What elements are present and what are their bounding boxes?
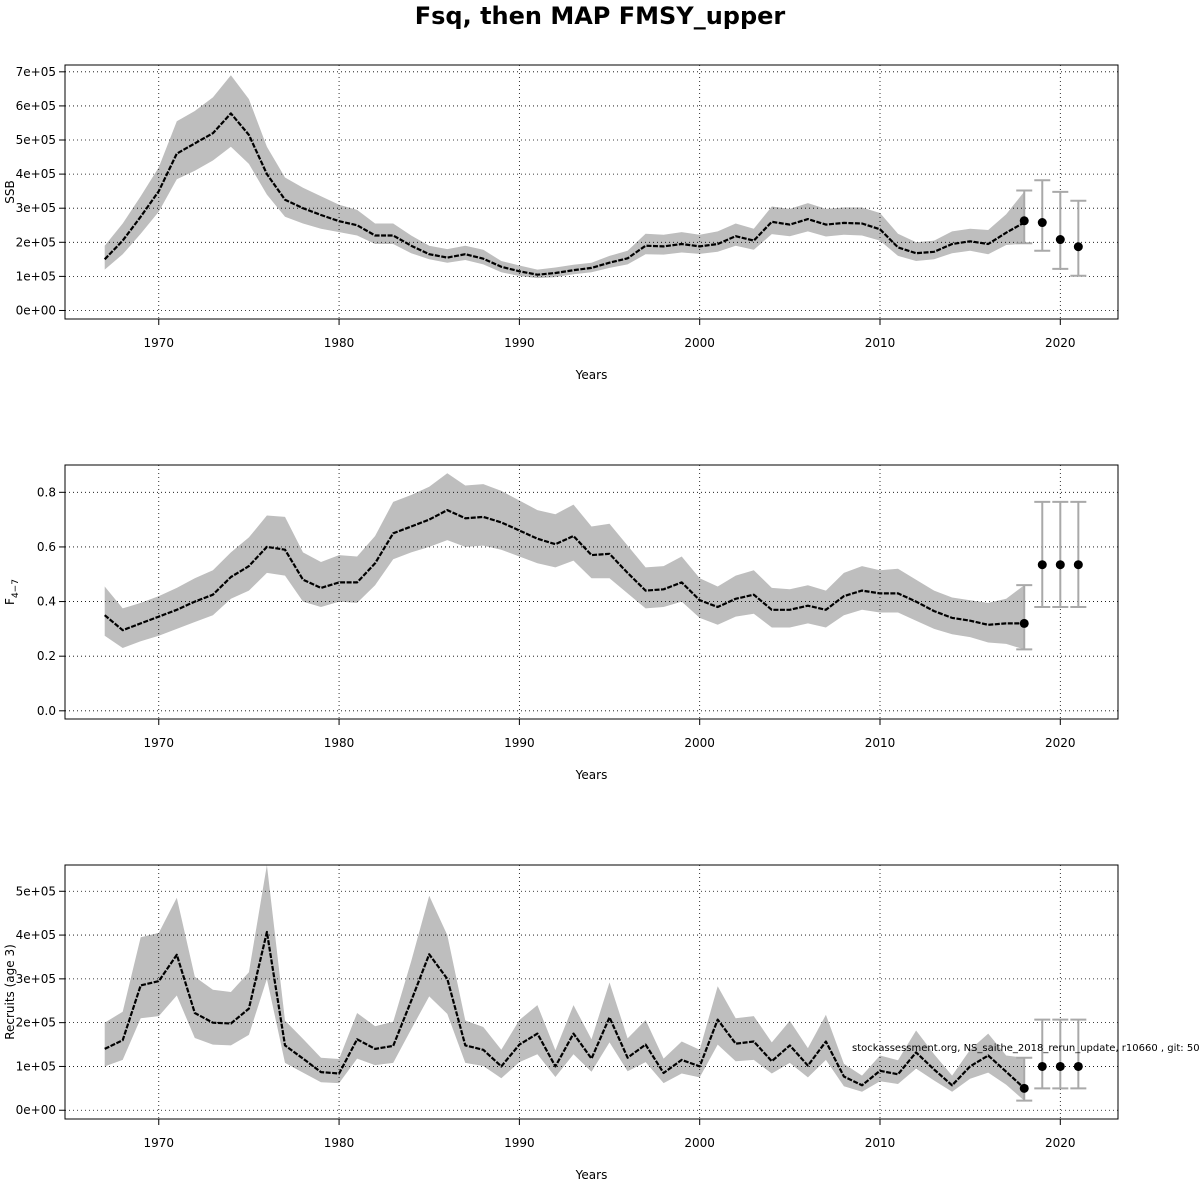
x-axis-title: Years bbox=[575, 368, 608, 382]
y-tick-label: 3e+05 bbox=[16, 972, 56, 986]
y-tick-label: 0.0 bbox=[37, 704, 56, 718]
projection-point bbox=[1073, 1061, 1083, 1071]
panel-3: 1970 1980 1990 2000 2010 2020 0e+00 1e+05 2e+05 3… bbox=[3, 864, 1119, 1182]
x-tick-label: 1970 bbox=[143, 1136, 174, 1150]
plot-frame bbox=[64, 464, 1119, 720]
projection-point bbox=[1037, 1061, 1047, 1071]
y-axis-title: Recruits (age 3) bbox=[3, 944, 17, 1040]
y-tick-label: 7e+05 bbox=[16, 65, 56, 79]
projection-point bbox=[1019, 618, 1029, 628]
y-axis-title: F4−7 bbox=[3, 579, 21, 605]
watermark-text: stockassessment.org, NS_saithe_2018_reru… bbox=[852, 1043, 1200, 1054]
plot-frame bbox=[64, 864, 1119, 1120]
estimate-line bbox=[104, 930, 1025, 1090]
y-tick-label: 4e+05 bbox=[16, 928, 56, 942]
y-tick-label: 5e+05 bbox=[16, 133, 56, 147]
y-axis-title: SSB bbox=[3, 180, 17, 203]
y-tick-label: 4e+05 bbox=[16, 167, 56, 181]
x-tick-label: 2010 bbox=[865, 336, 896, 350]
y-tick-label: 3e+05 bbox=[16, 201, 56, 215]
projection-point bbox=[1073, 560, 1083, 570]
x-tick-label: 1980 bbox=[324, 736, 355, 750]
estimate-line bbox=[103, 112, 1025, 276]
x-axis-title: Years bbox=[575, 1168, 608, 1182]
projection-point bbox=[1019, 216, 1029, 226]
y-tick-label: 0e+00 bbox=[16, 1103, 56, 1117]
x-tick-label: 2000 bbox=[684, 1136, 715, 1150]
projection-point bbox=[1037, 218, 1047, 228]
y-tick-label: 5e+05 bbox=[16, 884, 56, 898]
projection-point bbox=[1055, 235, 1065, 245]
x-axis-title: Years bbox=[575, 768, 608, 782]
x-tick-label: 2020 bbox=[1045, 1136, 1076, 1150]
y-tick-label: 0.8 bbox=[37, 485, 56, 499]
x-tick-label: 2000 bbox=[684, 736, 715, 750]
projection-point bbox=[1073, 242, 1083, 252]
y-tick-label: 1e+05 bbox=[16, 269, 56, 283]
chart-title: Fsq, then MAP FMSY_upper bbox=[414, 2, 786, 30]
projection-point bbox=[1055, 1061, 1065, 1071]
x-tick-label: 2010 bbox=[865, 1136, 896, 1150]
panel-1: 1970 1980 1990 2000 2010 2020 0e+00 1e+05 2e+05 3… bbox=[3, 64, 1119, 382]
projection-point bbox=[1019, 1083, 1029, 1093]
x-tick-label: 1990 bbox=[504, 336, 535, 350]
y-tick-label: 2e+05 bbox=[16, 1016, 56, 1030]
y-tick-label: 0.4 bbox=[37, 595, 56, 609]
confidence-band bbox=[104, 473, 1025, 650]
x-tick-label: 2000 bbox=[684, 336, 715, 350]
y-tick-label: 1e+05 bbox=[16, 1059, 56, 1073]
y-tick-label: 0.6 bbox=[37, 540, 56, 554]
x-tick-label: 1980 bbox=[324, 336, 355, 350]
y-tick-label: 2e+05 bbox=[16, 235, 56, 249]
x-tick-label: 1990 bbox=[504, 736, 535, 750]
plot-frame bbox=[64, 64, 1119, 320]
estimate-line bbox=[103, 509, 1025, 632]
x-tick-label: 2020 bbox=[1045, 736, 1076, 750]
x-tick-label: 1970 bbox=[143, 336, 174, 350]
x-tick-label: 1980 bbox=[324, 1136, 355, 1150]
y-tick-label: 0e+00 bbox=[16, 303, 56, 317]
confidence-band bbox=[104, 75, 1025, 279]
projection-point bbox=[1037, 560, 1047, 570]
y-tick-label: 6e+05 bbox=[16, 99, 56, 113]
x-tick-label: 1990 bbox=[504, 1136, 535, 1150]
x-tick-label: 2010 bbox=[865, 736, 896, 750]
x-tick-label: 2020 bbox=[1045, 336, 1076, 350]
y-tick-label: 0.2 bbox=[37, 649, 56, 663]
x-tick-label: 1970 bbox=[143, 736, 174, 750]
panel-2: 1970 1980 1990 2000 2010 2020 0.0 0.2 0.4 0.6 0.8 Y… bbox=[3, 464, 1119, 782]
projection-point bbox=[1055, 560, 1065, 570]
confidence-band bbox=[104, 865, 1025, 1101]
